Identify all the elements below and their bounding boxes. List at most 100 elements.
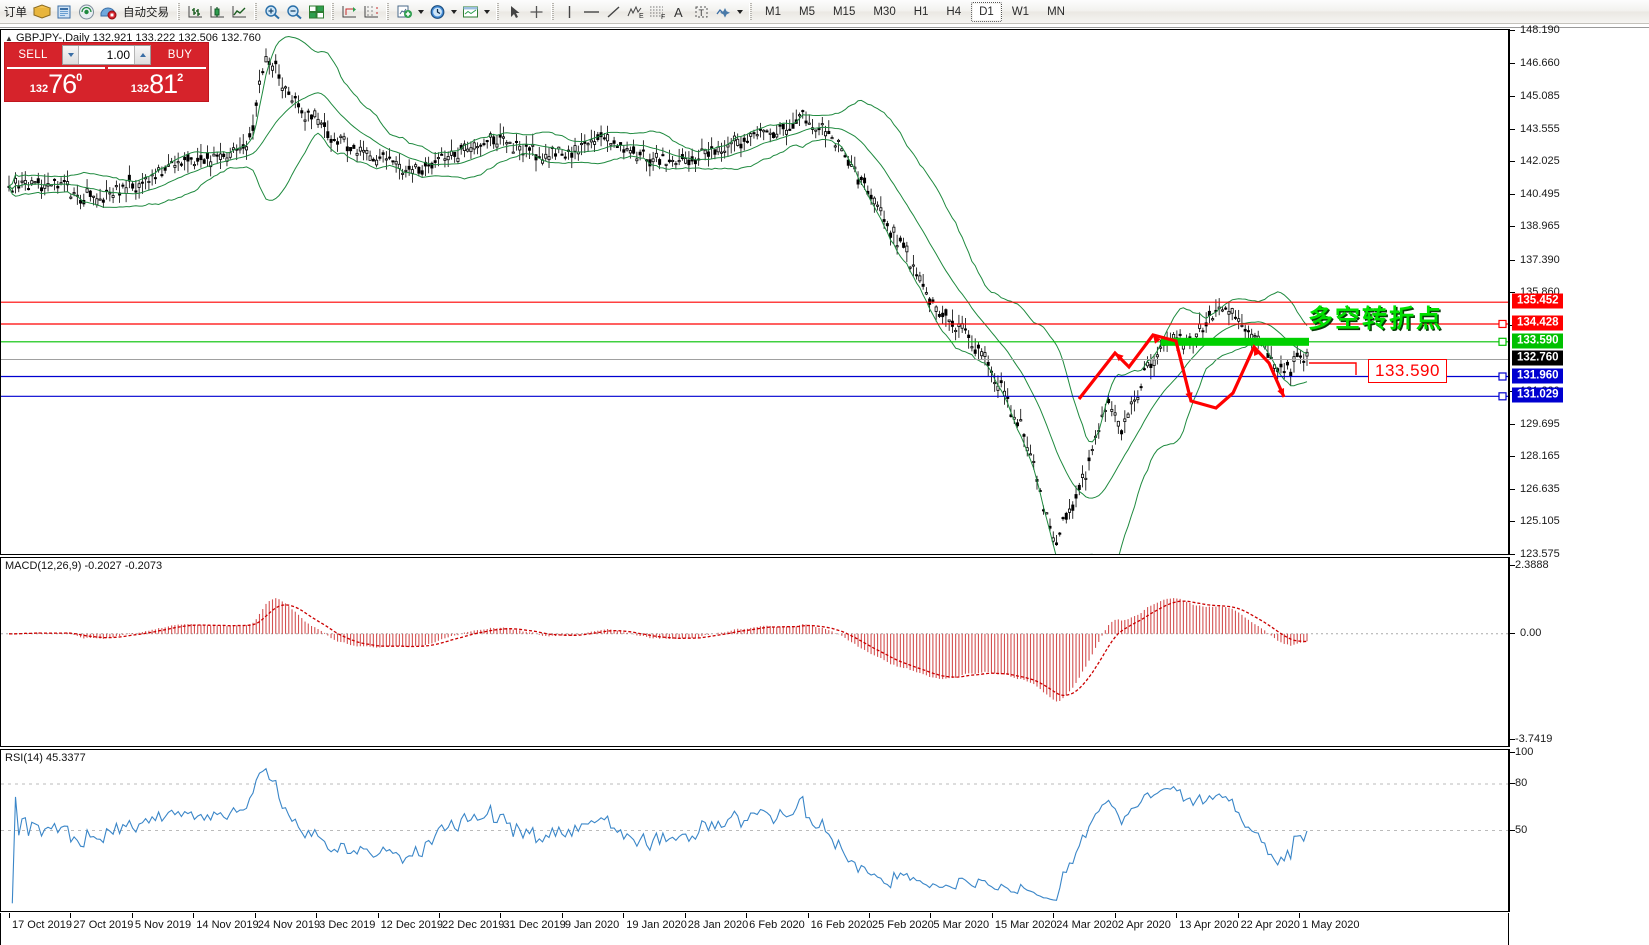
svg-text:T: T [698,8,704,18]
trendline-icon[interactable] [602,2,624,22]
period-icon[interactable] [426,2,448,22]
text-icon[interactable]: A [668,2,690,22]
rsi-pane[interactable]: RSI(14) 45.3377 [0,749,1509,912]
grid-icon[interactable] [360,2,382,22]
macd-tick: 0.00 [1509,627,1541,639]
macd-pane[interactable]: MACD(12,26,9) -0.2027 -0.2073 [0,557,1509,747]
time-tick-label: 24 Mar 2020 [1056,919,1119,931]
time-tick-label: 19 Jan 2020 [626,919,687,931]
time-tick-label: 31 Dec 2019 [503,919,566,931]
candle-chart-icon[interactable] [206,2,228,22]
chevron-down-icon[interactable] [481,2,492,22]
signal-icon[interactable] [75,2,97,22]
sell-price[interactable]: 132 76 0 [7,67,105,99]
time-tick-mark [807,913,809,918]
templates-icon[interactable] [459,2,481,22]
vline-icon[interactable] [558,2,580,22]
timeframe-m30[interactable]: M30 [873,5,896,18]
sell-price-prefix: 132 [29,83,49,95]
price-level-label-resistance-1[interactable]: 135.452 [1512,293,1563,309]
volume-increase-button[interactable] [134,46,150,64]
price-level-label-pivot[interactable]: 133.590 [1512,333,1563,349]
pivot-zone-marker [1161,337,1309,346]
price-tick: 148.190 [1509,24,1560,36]
hline-icon[interactable] [580,2,602,22]
timeframe-m5[interactable]: M5 [798,5,815,18]
zigzag-arrowhead [1254,347,1261,356]
price-level-label-current-price[interactable]: 132.760 [1512,350,1563,366]
price-chart-pane[interactable]: ▲ GBPJPY-,Daily 132.921 133.222 132.506 … [0,29,1509,555]
timeframe-d1[interactable]: D1 [971,1,1002,22]
chevron-down-icon[interactable] [734,2,745,22]
zoom-out-icon[interactable] [283,2,305,22]
toolbar-autotrade-label[interactable]: 自动交易 [123,6,169,19]
time-tick-mark [1237,913,1239,918]
cursor-icon[interactable] [503,2,525,22]
price-axis[interactable]: 148.190 146.660 145.085 143.555 142.025 140.4… [1509,24,1649,560]
price-level-label-support-1[interactable]: 131.960 [1512,368,1563,383]
timeframe-h1[interactable]: H1 [913,5,929,18]
timeframe-m1[interactable]: M1 [765,5,781,18]
price-level-label-resistance-2[interactable]: 134.428 [1512,315,1563,331]
new-chart-icon[interactable] [393,2,415,22]
price-callout-annotation[interactable]: 133.590 [1368,359,1447,383]
zigzag-arrowhead [1277,388,1285,397]
timeframe-m15[interactable]: M15 [832,5,856,18]
timeframe-h4[interactable]: H4 [946,5,962,18]
buy-price[interactable]: 132 81 2 [108,67,206,99]
time-tick-label: 13 Apr 2020 [1179,919,1239,931]
zoom-in-icon[interactable] [261,2,283,22]
axis-border [1509,557,1510,747]
time-tick-label: 16 Feb 2020 [810,919,873,931]
fibonacci-icon[interactable]: F [646,2,668,22]
envelope-icon[interactable] [31,2,53,22]
chevron-down-icon[interactable] [415,2,426,22]
time-tick-label: 2 Apr 2020 [1117,919,1171,931]
macd-histogram [11,598,1308,702]
bar-chart-icon[interactable] [184,2,206,22]
line-chart-icon[interactable] [228,2,250,22]
time-tick-mark [869,913,870,918]
buy-button[interactable]: BUY [167,49,193,61]
one-click-trading-panel[interactable]: SELL 1.00 BUY 132 76 0 132 81 2 [4,42,209,102]
tile-windows-icon[interactable] [305,2,327,22]
time-tick-mark [623,913,625,918]
toolbar-divider [0,24,1649,28]
time-axis[interactable]: 17 Oct 2019 27 Oct 2019 5 Nov 2019 14 Nov 2… [0,913,1509,945]
indicator-icon[interactable] [712,2,734,22]
price-level-handle [1498,319,1507,329]
elliott-wave-icon[interactable]: E [624,2,646,22]
data-window-icon[interactable] [338,2,360,22]
toolbar-separator [551,3,554,20]
sell-button[interactable]: SELL [18,49,48,61]
toolbar-order-label[interactable]: 订单 [4,6,27,19]
autotrade-icon[interactable] [97,2,119,22]
time-tick-mark [930,913,932,918]
turning-point-annotation[interactable]: 多空转折点 [1308,304,1444,333]
time-tick-mark [254,913,256,918]
crosshair-icon[interactable] [525,2,547,22]
main-toolbar: 订单 自动交易 [0,0,1649,24]
news-icon[interactable] [53,2,75,22]
timeframe-w1[interactable]: W1 [1011,5,1030,18]
rsi-label: RSI(14) 45.3377 [5,752,86,764]
timeframe-mn[interactable]: MN [1047,5,1065,18]
toolbar-separator [496,3,499,20]
price-level-label-support-2[interactable]: 131.029 [1512,387,1563,403]
macd-label: MACD(12,26,9) -0.2027 -0.2073 [5,560,163,572]
chevron-down-icon[interactable] [448,2,459,22]
collapse-icon[interactable]: ▲ [5,34,13,43]
toolbar-separator [254,3,257,20]
time-tick-mark [746,913,748,918]
volume-input[interactable]: 1.00 [106,48,130,62]
volume-decrease-button[interactable] [63,46,79,64]
label-icon[interactable]: T [690,2,712,22]
time-tick-mark [193,913,195,918]
toolbar-separator [177,3,180,20]
toolbar-separator [749,3,752,20]
sell-price-main: 76 [48,69,77,99]
time-tick-label: 25 Feb 2020 [872,919,934,931]
time-tick-mark [9,913,10,918]
symbol-info: ▲ GBPJPY-,Daily 132.921 133.222 132.506 … [5,32,261,44]
volume-stepper[interactable]: 1.00 [62,45,151,65]
